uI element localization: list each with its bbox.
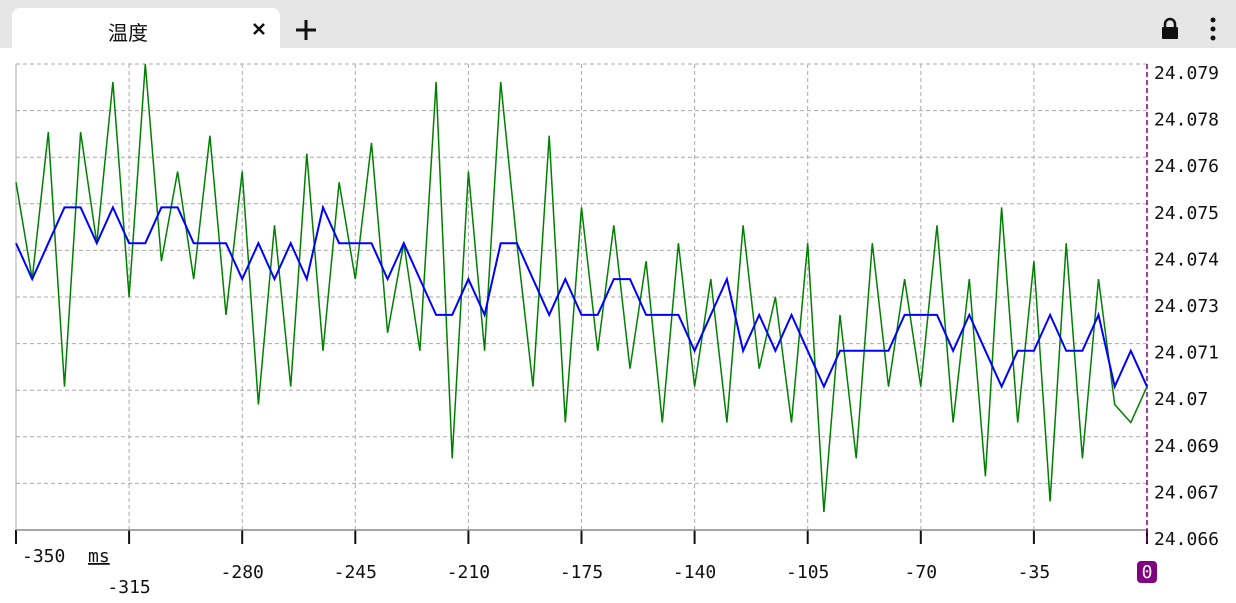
x-cursor-badge <box>1137 561 1157 583</box>
y-tick-label: 24.066 <box>1154 529 1219 550</box>
y-tick-label: 24.069 <box>1154 436 1219 457</box>
tab-title[interactable]: 温度 <box>108 21 148 45</box>
y-tick-label: 24.078 <box>1154 110 1219 131</box>
lock-icon[interactable] <box>1160 17 1180 41</box>
data-line <box>15 204 1148 390</box>
x-tick-label: -210 <box>447 562 490 583</box>
chart: 24.066 24.067 24.069 24.07 24.071 24.073 24.07… <box>15 63 1219 598</box>
y-tick-label: 24.076 <box>1154 156 1219 177</box>
x-tick-label: -140 <box>673 562 716 583</box>
data-line <box>15 63 1148 513</box>
x-tick-label: -350 <box>22 546 65 567</box>
x-tick-label: -280 <box>221 562 264 583</box>
x-tick-label: 0 <box>1142 562 1153 583</box>
menu-icon[interactable] <box>1208 16 1218 42</box>
close-icon[interactable] <box>252 22 266 36</box>
tab-bar: 温度 <box>0 0 1236 48</box>
x-tick-label: -245 <box>334 562 377 583</box>
y-tick-label: 24.07 <box>1154 389 1208 410</box>
x-tick-label: -35 <box>1018 562 1051 583</box>
add-tab-icon[interactable] <box>295 19 317 41</box>
x-tick-label: -315 <box>107 577 150 598</box>
y-tick-label: 24.073 <box>1154 296 1219 317</box>
y-tick-label: 24.067 <box>1154 482 1219 503</box>
x-tick-label: -105 <box>786 562 829 583</box>
y-tick-label: 24.079 <box>1154 63 1219 84</box>
y-tick-label: 24.075 <box>1154 203 1219 224</box>
x-tick-label: -70 <box>905 562 938 583</box>
x-axis-unit: ms <box>88 546 110 567</box>
y-tick-label: 24.074 <box>1154 249 1219 270</box>
y-tick-label: 24.071 <box>1154 343 1219 364</box>
x-tick-label: -175 <box>560 562 603 583</box>
tab[interactable]: 温度 <box>12 8 280 48</box>
